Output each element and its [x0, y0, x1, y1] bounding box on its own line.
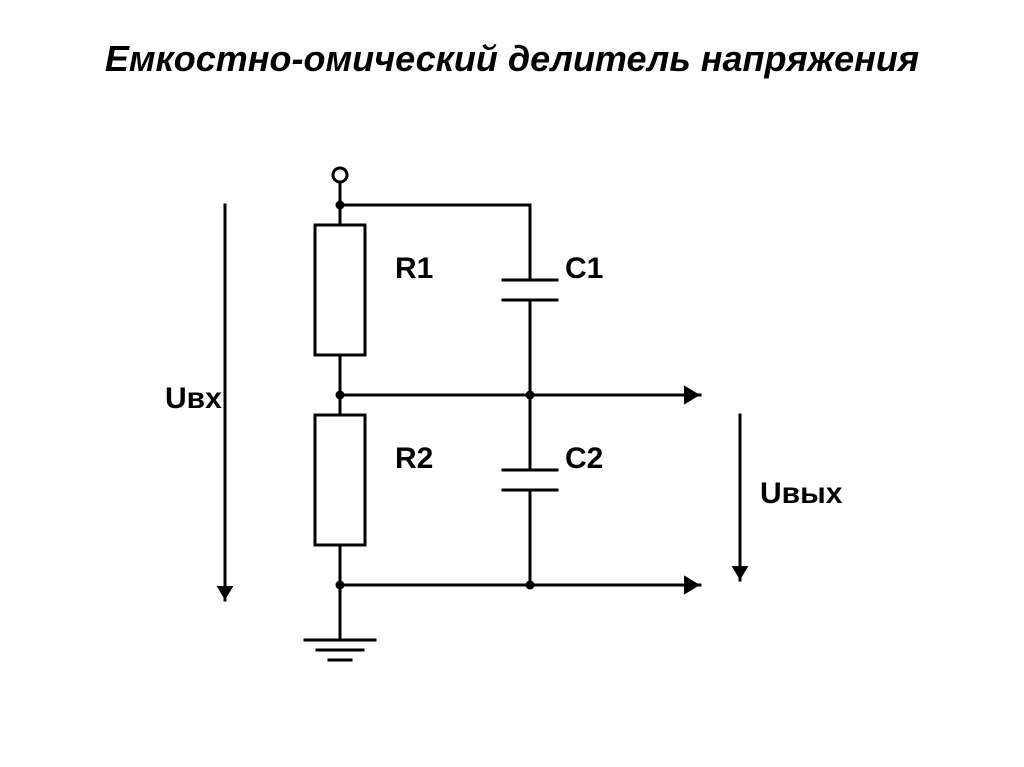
- circuit-diagram: R1 C1 R2 C2 Uвх Uвых: [0, 0, 1024, 767]
- label-c1: C1: [565, 252, 603, 285]
- label-uout: Uвых: [760, 477, 843, 510]
- label-r2: R2: [395, 442, 433, 475]
- label-uin: Uвх: [165, 382, 222, 415]
- label-r1: R1: [395, 252, 433, 285]
- label-c2: C2: [565, 442, 603, 475]
